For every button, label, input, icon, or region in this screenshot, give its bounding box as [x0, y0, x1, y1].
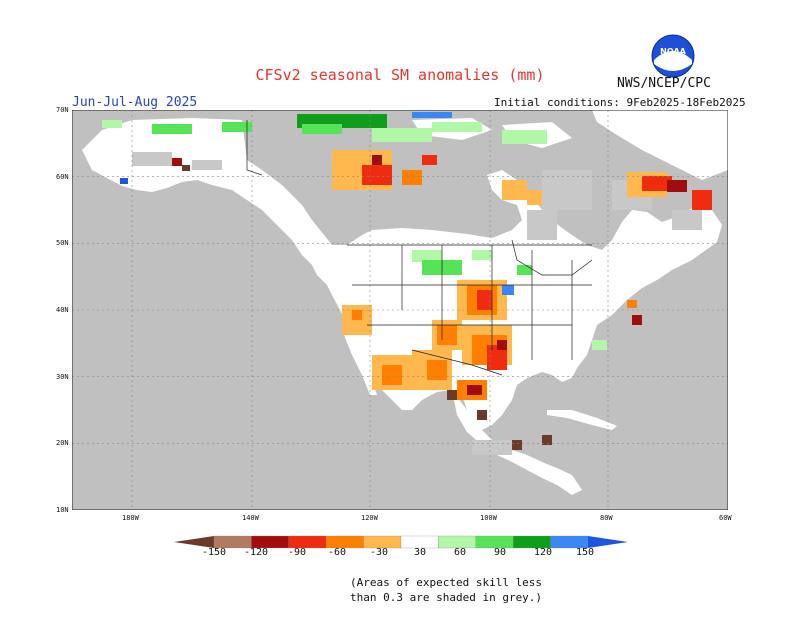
colorbar-tick: 30 [414, 547, 427, 558]
agency-label: NWS/NCEP/CPC [617, 76, 711, 91]
lon-label: 180W [122, 514, 139, 522]
colorbar-tick: 90 [494, 547, 507, 558]
colorbar-tick: -60 [328, 547, 347, 558]
graticule [72, 110, 728, 510]
svg-text:NOAA: NOAA [660, 47, 686, 56]
lon-label: 100W [480, 514, 497, 522]
initial-conditions-label: Initial conditions: 9Feb2025-18Feb2025 [494, 96, 746, 109]
lon-label: 120W [361, 514, 378, 522]
lat-label: 30N [56, 373, 69, 381]
lat-label: 40N [56, 306, 69, 314]
lat-label: 10N [56, 506, 69, 514]
colorbar-tick: 120 [534, 547, 553, 558]
political-borders [246, 120, 593, 376]
lat-label: 60N [56, 173, 69, 181]
colorbar-tick: 60 [454, 547, 467, 558]
colorbar-right-arrow [588, 536, 628, 548]
season-label: Jun-Jul-Aug 2025 [72, 95, 198, 110]
skill-note-line1: (Areas of expected skill less [350, 576, 543, 589]
noaa-logo: NOAA [651, 34, 695, 78]
lat-label: 70N [56, 106, 69, 114]
skill-note-line2: than 0.3 are shaded in grey.) [350, 591, 543, 604]
colorbar-tick: 150 [576, 547, 595, 558]
map-title: CFSv2 seasonal SM anomalies (mm) [255, 66, 545, 84]
colorbar-cells [213, 535, 589, 549]
lat-label: 50N [56, 239, 69, 247]
colorbar-left-arrow [174, 536, 214, 548]
lon-label: 60W [719, 514, 732, 522]
lon-label: 80W [600, 514, 613, 522]
colorbar [174, 535, 628, 549]
anomaly-map [72, 110, 728, 510]
colorbar-tick: -90 [288, 547, 307, 558]
colorbar-tick: -150 [202, 547, 227, 558]
lat-label: 20N [56, 439, 69, 447]
colorbar-tick: -30 [370, 547, 389, 558]
colorbar-tick: -120 [244, 547, 269, 558]
lon-label: 140W [242, 514, 259, 522]
